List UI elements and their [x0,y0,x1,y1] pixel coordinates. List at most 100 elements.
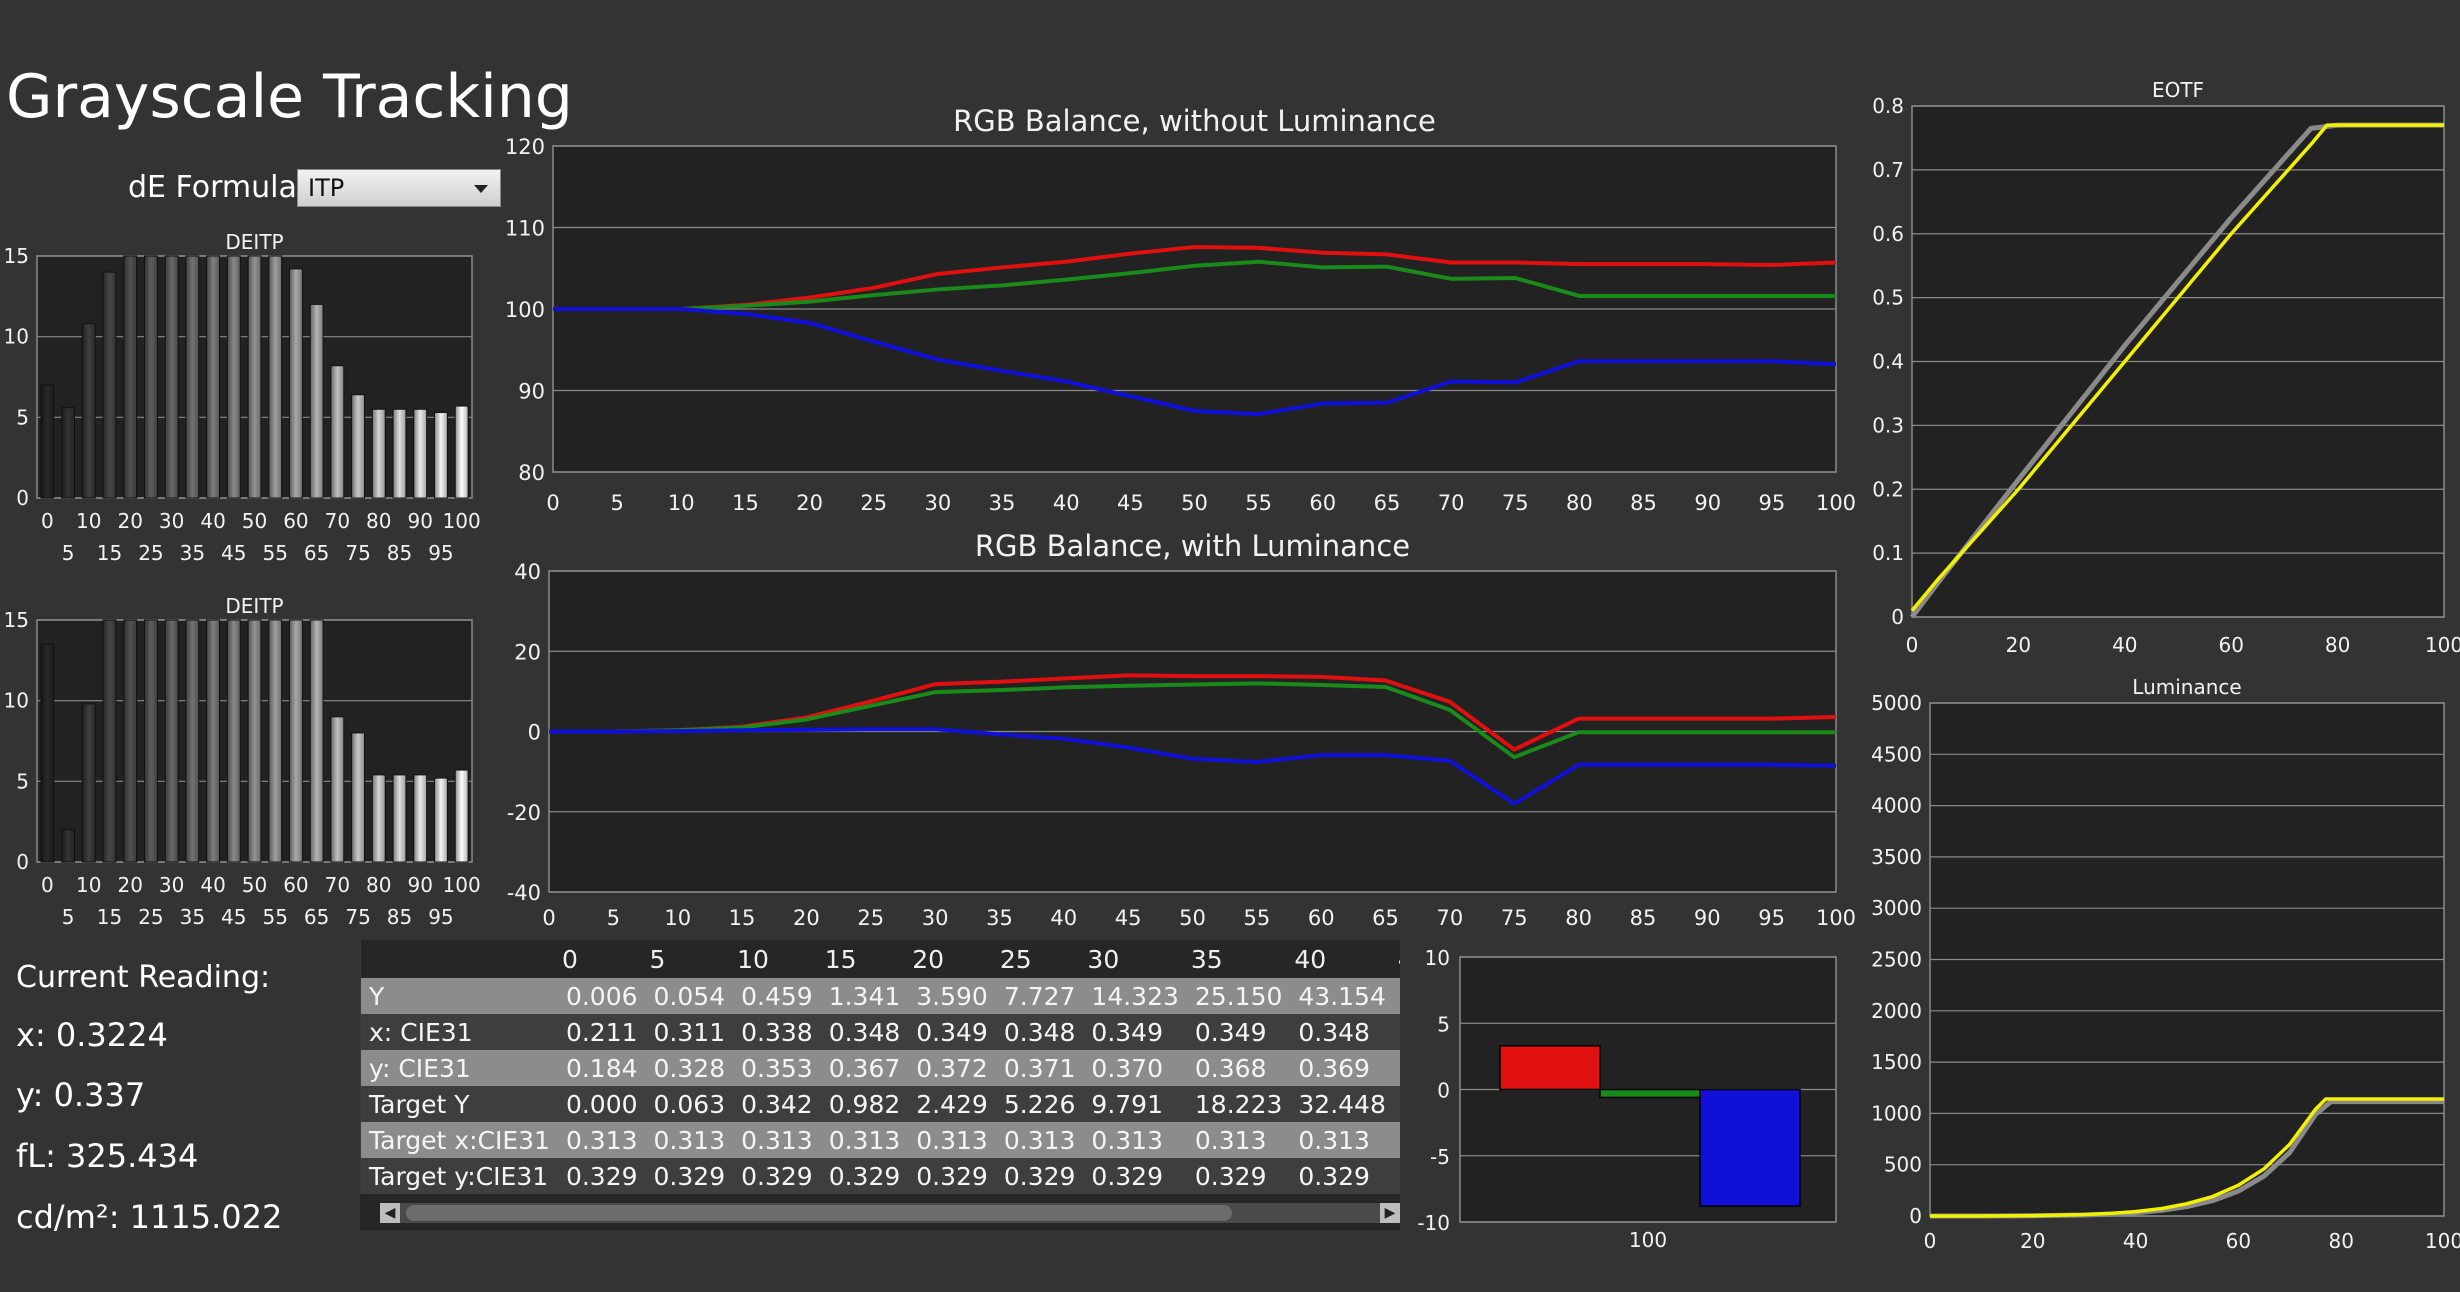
table-row[interactable]: Y 0.006 0.054 0.459 1.341 3.590 7.727 14.323 25.… [360,978,1400,1014]
table-cell: 0.313 [1087,1122,1191,1158]
chart-title: DEITP [225,594,283,618]
row-selector[interactable] [360,1158,361,1194]
y-tick-label: 5 [1437,1012,1450,1036]
y-tick-label: 0.2 [1872,477,1904,501]
table-cell: 71.846 [1397,978,1400,1014]
row-header-corner [360,940,361,978]
column-header[interactable]: 30 [1087,944,1120,974]
chart-bar [351,394,365,499]
row-selector[interactable] [360,1086,361,1122]
x-tick-label: 35 [180,541,205,565]
row-selector[interactable] [360,1122,361,1158]
table-row[interactable]: Target y:CIE31 0.329 0.329 0.329 0.329 0.329 0… [360,1158,1400,1194]
table-cell: 0.348 [1397,1014,1400,1050]
chart-bar [309,619,324,863]
chart-bar [454,405,469,499]
chart-bar [144,619,158,863]
table-horizontal-scrollbar[interactable]: ◀ ▶ [380,1203,1400,1223]
series-line [549,681,1836,760]
table-row[interactable]: x: CIE31 0.211 0.311 0.338 0.348 0.349 0.348 0.… [360,1014,1400,1050]
x-tick-label: 15 [97,541,122,565]
x-tick-label: 100 [2425,633,2460,657]
chart-title: EOTF [2152,78,2204,102]
column-header[interactable]: 10 [737,944,769,974]
table-cell: 0.348 [999,1014,1088,1050]
reading-fl: fL: 325.434 [16,1137,199,1175]
y-tick-label: 5 [16,405,29,429]
y-tick-label: 0 [1437,1079,1450,1103]
table-row[interactable]: Target x:CIE31 0.313 0.313 0.313 0.313 0.313 0… [360,1122,1400,1158]
x-tick-label: 20 [2020,1229,2045,1253]
x-tick-label: 0 [542,906,555,930]
y-tick-label: 0 [528,721,541,745]
bar-blue [1699,1088,1801,1207]
table-cell: 0.313 [1190,1122,1295,1158]
chart-bar [185,619,200,863]
table-cell: 0.329 [824,1158,913,1194]
x-tick-label: 25 [857,906,884,930]
column-header[interactable]: 15 [824,944,857,974]
x-tick-label: 95 [1758,906,1785,930]
x-tick-label: 45 [221,905,246,929]
y-tick-label: -20 [507,801,541,825]
y-tick-label: -10 [1417,1211,1450,1235]
y-tick-label: 10 [4,689,29,713]
column-header[interactable]: 40 [1294,944,1327,974]
y-tick-label: 15 [4,608,29,632]
table-cell: 0.338 [737,1014,825,1050]
scroll-thumb[interactable] [406,1205,1232,1221]
x-tick-label: 70 [1438,491,1465,515]
table-cell: 0.184 [561,1050,650,1086]
table-cell: 0.329 [561,1158,650,1194]
chart-bar [144,255,158,499]
x-tick-label: 100 [1816,491,1856,515]
column-header[interactable]: 25 [999,944,1032,974]
table-cell: 0.369 [1397,1050,1400,1086]
table-cell: 0.313 [999,1122,1088,1158]
reading-cdm2: cd/m²: 1115.022 [16,1198,283,1236]
table-cell: 0.328 [649,1050,738,1086]
column-header[interactable]: 5 [649,944,666,974]
chart-bar [413,408,428,499]
table-cell: 0.329 [1397,1158,1400,1194]
series-line [1910,123,2444,612]
x-tick-label: 5 [610,491,623,515]
column-header[interactable]: 20 [912,944,945,974]
chart-bar [226,255,241,499]
column-header[interactable]: 45 [1398,940,1400,978]
row-selector[interactable] [360,1014,361,1050]
y-tick-label: 1500 [1871,1050,1922,1074]
x-tick-label: 60 [1309,491,1336,515]
table-row[interactable]: y: CIE31 0.184 0.328 0.353 0.367 0.372 0.371 0.… [360,1050,1400,1086]
x-tick-label: 80 [2325,633,2350,657]
x-tick-label: 100 [443,509,481,533]
y-tick-label: 0.7 [1872,158,1904,182]
row-label: x: CIE31 [360,1014,562,1050]
x-tick-label: 70 [325,873,350,897]
x-tick-label: 20 [2006,633,2031,657]
de-formula-select[interactable]: ITP [297,169,501,207]
series-line [553,307,1837,417]
row-selector[interactable] [360,978,361,1014]
x-tick-label: 65 [1372,906,1399,930]
x-tick-label: 0 [41,509,54,533]
x-tick-label: 40 [1050,906,1077,930]
chart-bar [61,829,75,863]
x-tick-label: 35 [986,906,1013,930]
y-tick-label: 10 [1425,946,1450,970]
y-tick-label: 5000 [1871,691,1922,715]
table-cell: 0.329 [1087,1158,1191,1194]
y-tick-label: 4000 [1871,794,1922,818]
row-selector[interactable] [360,1050,361,1086]
measurement-grid: 0510152025303540455Y0.0060.0540.4591.341… [360,940,1400,1194]
scroll-right-icon[interactable]: ▶ [1380,1203,1400,1223]
chart-bar [289,268,303,499]
column-header[interactable]: 0 [561,944,578,974]
table-row[interactable]: Target Y 0.000 0.063 0.342 0.982 2.429 5.226 9.… [360,1086,1400,1122]
x-tick-label: 60 [2218,633,2243,657]
scroll-left-icon[interactable]: ◀ [380,1203,400,1223]
de-formula-value: ITP [308,174,345,202]
x-tick-label: 55 [1243,906,1270,930]
table-cell: 0.063 [649,1086,738,1122]
column-header[interactable]: 35 [1190,944,1223,974]
